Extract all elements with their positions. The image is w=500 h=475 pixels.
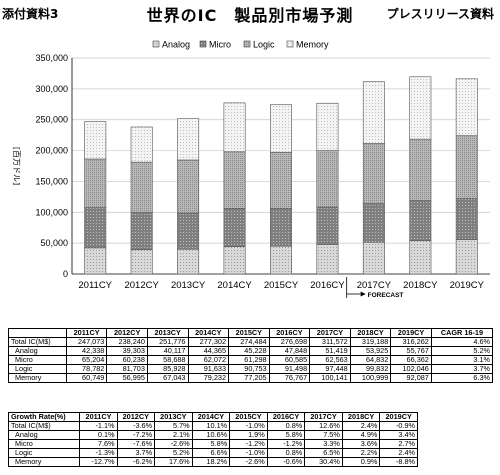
legend-label-micro: Micro xyxy=(209,40,231,50)
bar-micro-2014cy xyxy=(223,208,246,247)
y-tick-label: 250,000 xyxy=(35,115,68,125)
market-table-row: Memory 60,749 56,995 67,043 79,232 77,205 76,7… xyxy=(8,373,494,383)
bar-micro-2018cy xyxy=(409,200,432,242)
x-tick-label: 2015CY xyxy=(264,280,299,291)
bar-analog-2017cy xyxy=(362,241,385,275)
bar-logic-2019cy xyxy=(455,135,478,199)
y-tick-label: 100,000 xyxy=(35,207,68,217)
bar-micro-2012cy xyxy=(130,212,153,251)
bar-micro-2019cy xyxy=(455,198,478,240)
bar-analog-2011cy xyxy=(84,247,107,275)
legend-swatch-logic xyxy=(243,40,251,48)
bar-micro-2011cy xyxy=(84,207,107,249)
bar-analog-2016cy xyxy=(316,244,339,275)
growth-table-cell: 18.2% xyxy=(191,457,231,467)
growth-table-cell: -6.2% xyxy=(116,457,156,467)
bar-logic-2016cy xyxy=(316,150,339,208)
forecast-arrow-head xyxy=(360,291,366,297)
legend-swatch-memory xyxy=(286,40,294,48)
bar-logic-2017cy xyxy=(362,143,385,204)
bar-memory-2013cy xyxy=(177,118,200,161)
market-table-cell: 76,767 xyxy=(268,373,311,383)
legend-label-logic: Logic xyxy=(253,40,275,50)
market-table-row-label: Memory xyxy=(8,373,67,383)
bar-memory-2017cy xyxy=(362,81,385,144)
market-table-cell: 79,232 xyxy=(187,373,230,383)
growth-table-row: Memory -12.7% -6.2% 17.6% 18.2% -2.6% -0.6% 30.… xyxy=(7,457,418,467)
bar-memory-2019cy xyxy=(455,78,478,136)
growth-table-cell: -2.6% xyxy=(229,457,268,467)
x-tick-label: 2016CY xyxy=(310,280,345,291)
page-title: 世界のIC 製品別市場予測 xyxy=(146,6,354,25)
bar-logic-2014cy xyxy=(223,151,246,209)
x-tick-label: 2014CY xyxy=(217,280,252,291)
y-tick-label: 0 xyxy=(63,269,68,279)
y-axis-label: [百万ドル] xyxy=(12,147,21,185)
bar-analog-2014cy xyxy=(223,246,246,275)
growth-table-cell: -0.6% xyxy=(266,457,306,467)
market-table-cell: 60,749 xyxy=(65,373,108,383)
bar-logic-2012cy xyxy=(130,161,153,213)
bar-logic-2013cy xyxy=(177,159,200,214)
growth-rate-table: Growth Rate(%) 2011CY 2012CY 2013CY 2014CY 20… xyxy=(7,412,418,467)
bar-memory-2014cy xyxy=(223,102,246,153)
market-table-row: Total IC(M$) 247,073 238,240 251,776 277,302… xyxy=(8,337,494,347)
market-table-cell: 100,999 xyxy=(349,373,392,383)
x-tick-label: 2012CY xyxy=(124,280,159,291)
x-tick-label: 2017CY xyxy=(357,280,392,291)
page-header: 添付資料3 世界のIC 製品別市場予測 プレスリリース資料 xyxy=(0,0,500,28)
market-table-header-row: 2011CY 2012CY 2013CY 2014CY 2015CY 2016CY 2017… xyxy=(8,328,494,338)
forecast-label: FORECAST xyxy=(368,292,404,299)
press-release-label: プレスリリース資料 xyxy=(386,7,494,21)
bar-memory-2011cy xyxy=(84,121,107,160)
y-tick-label: 300,000 xyxy=(35,84,68,94)
x-tick-label: 2018CY xyxy=(403,280,438,291)
growth-table-cell: 0.9% xyxy=(341,457,381,467)
x-tick-label: 2013CY xyxy=(171,280,206,291)
bar-analog-2019cy xyxy=(455,239,478,275)
y-tick-label: 150,000 xyxy=(35,176,68,186)
growth-table-row-label: Memory xyxy=(7,457,81,467)
attachment-label: 添付資料3 xyxy=(2,7,59,21)
market-table-row: Analog 42,338 39,303 40,117 44,365 45,228 47,8… xyxy=(8,346,494,356)
bar-analog-2012cy xyxy=(130,249,153,275)
market-table-cell: 77,205 xyxy=(228,373,270,383)
bar-logic-2015cy xyxy=(270,151,292,209)
bar-logic-2018cy xyxy=(409,138,432,202)
growth-table-cell: 30.4% xyxy=(304,457,343,467)
growth-table-cell: 17.6% xyxy=(154,457,193,467)
y-tick-label: 350,000 xyxy=(35,53,68,63)
market-table-cell: 92,087 xyxy=(390,373,432,383)
growth-table-cell: -8.8% xyxy=(379,457,418,467)
market-table-cell: 56,995 xyxy=(106,373,148,383)
bar-logic-2011cy xyxy=(84,158,107,208)
market-size-table: 2011CY 2012CY 2013CY 2014CY 2015CY 2016CY 2017… xyxy=(8,328,494,383)
legend-label-analog: Analog xyxy=(162,40,190,50)
legend-swatch-micro xyxy=(199,40,207,48)
bar-micro-2013cy xyxy=(177,212,200,250)
bar-analog-2018cy xyxy=(409,240,432,275)
market-forecast-chart: Analog Micro Logic Memory 0 50,000 100,000 150,… xyxy=(12,40,490,299)
growth-table-cell: -12.7% xyxy=(79,457,118,467)
bar-analog-2013cy xyxy=(177,248,200,275)
x-tick-label: 2019CY xyxy=(450,280,485,291)
market-table-cell: 6.3% xyxy=(430,373,494,383)
y-tick-label: 200,000 xyxy=(35,146,68,156)
market-table-cell: 100,141 xyxy=(309,373,351,383)
market-table-cell: 67,043 xyxy=(146,373,189,383)
legend-label-memory: Memory xyxy=(296,40,329,50)
y-tick-label: 50,000 xyxy=(40,238,68,248)
bar-analog-2015cy xyxy=(270,245,292,275)
bar-memory-2012cy xyxy=(130,126,153,163)
legend-swatch-analog xyxy=(152,40,160,48)
x-tick-label: 2011CY xyxy=(78,280,112,291)
bar-micro-2017cy xyxy=(362,203,385,243)
bar-memory-2018cy xyxy=(409,76,432,140)
bar-micro-2016cy xyxy=(316,206,339,245)
bar-micro-2015cy xyxy=(270,207,292,247)
bar-memory-2015cy xyxy=(270,104,292,153)
bar-memory-2016cy xyxy=(316,102,339,151)
